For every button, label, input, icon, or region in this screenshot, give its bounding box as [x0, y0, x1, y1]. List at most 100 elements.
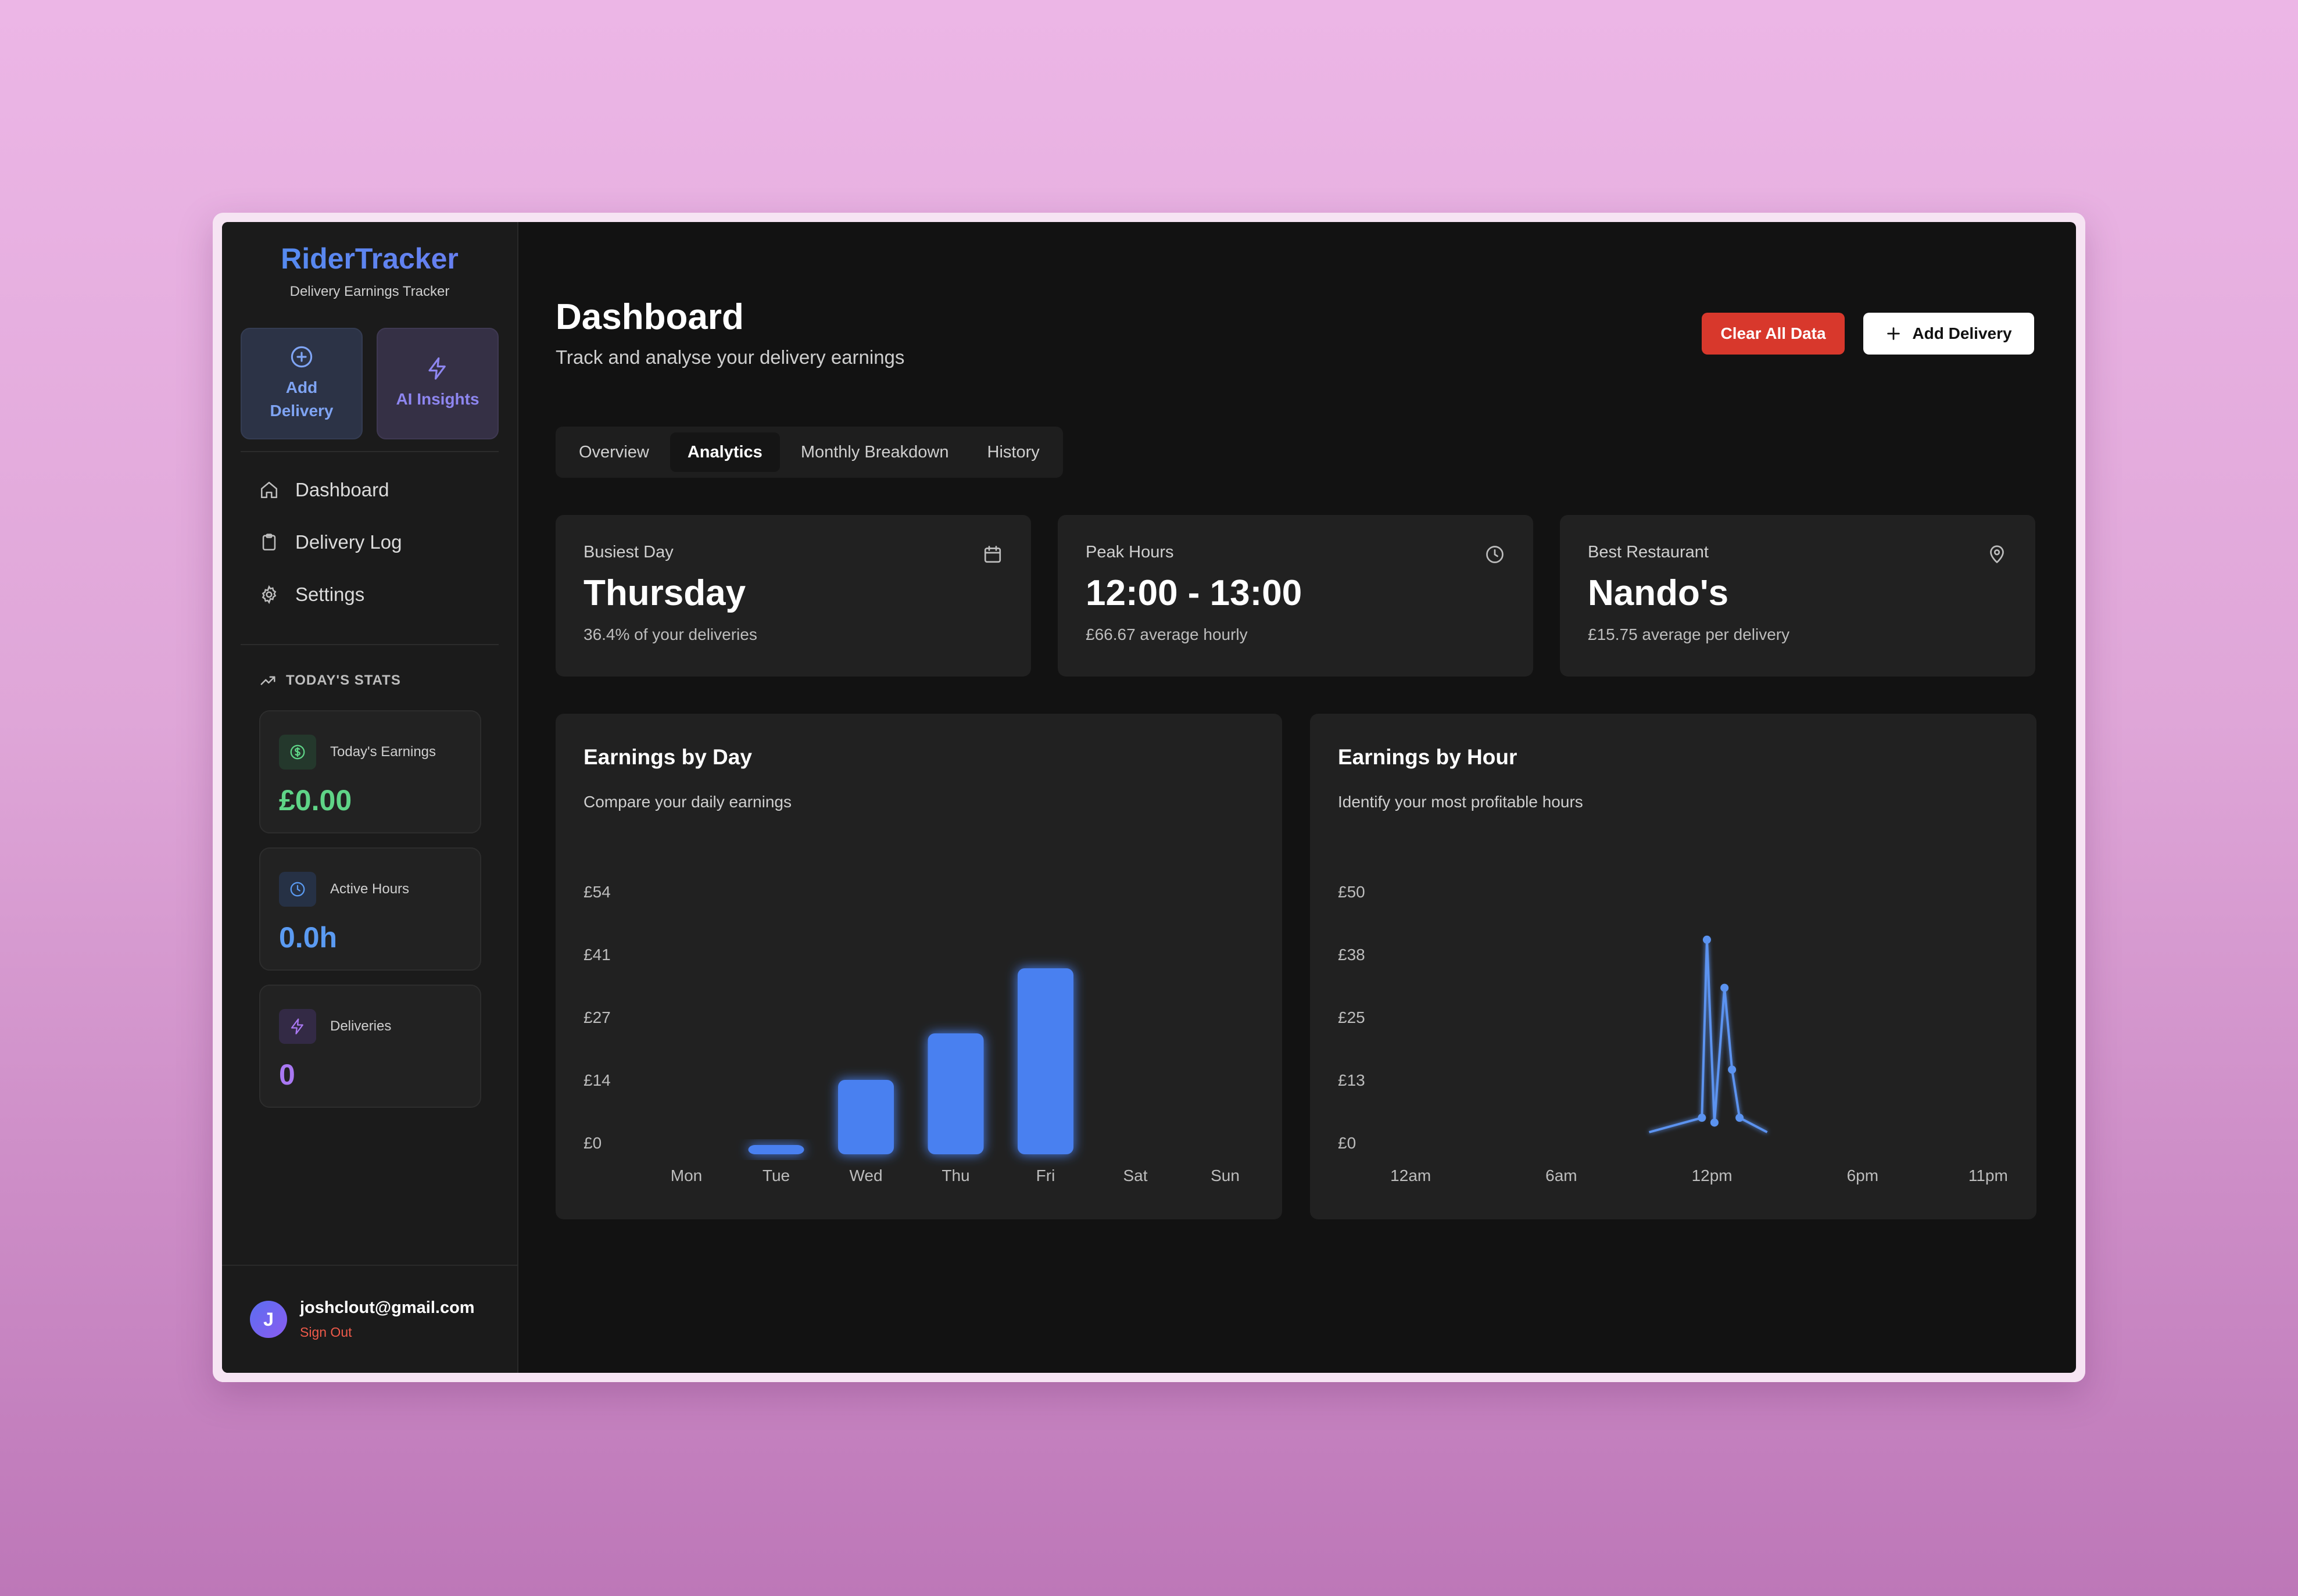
peak-hours-value: 12:00 - 13:00: [1086, 573, 1302, 613]
ai-insights-quick-label: AI Insights: [396, 390, 479, 408]
todays-stats-label: TODAY'S STATS: [286, 672, 401, 688]
lightning-icon: [279, 1009, 316, 1044]
tab-overview[interactable]: Overview: [579, 442, 649, 461]
dollar-icon: [279, 735, 316, 770]
busiest-day-label: Busiest Day: [584, 543, 674, 561]
best-restaurant-label: Best Restaurant: [1588, 543, 1709, 561]
busiest-day-value: Thursday: [584, 573, 746, 613]
plus-icon: [1887, 327, 1900, 340]
x-tick-label: Sun: [1211, 1166, 1240, 1185]
busiest-day-note: 36.4% of your deliveries: [584, 625, 757, 643]
tab-monthly-breakdown[interactable]: Monthly Breakdown: [800, 442, 949, 461]
hour-data-point[interactable]: [1702, 935, 1711, 944]
tab-history[interactable]: History: [987, 442, 1040, 461]
best-restaurant-note: £15.75 average per delivery: [1588, 625, 1790, 643]
active-hours-value: 0.0h: [279, 921, 338, 954]
x-tick-label: Tue: [763, 1166, 790, 1185]
bar-wed[interactable]: [838, 1080, 894, 1154]
calendar-icon: [984, 546, 1001, 563]
page-title: Dashboard: [556, 297, 744, 337]
y-tick-label: £38: [1338, 946, 1365, 964]
x-tick-label: 12am: [1390, 1166, 1431, 1185]
map-pin-icon: [1990, 545, 2004, 563]
add-delivery-quick-button[interactable]: Add Delivery: [241, 328, 363, 439]
x-tick-label: Thu: [942, 1166, 969, 1185]
clear-all-data-button[interactable]: Clear All Data: [1702, 313, 1845, 355]
sidebar-item-label: Delivery Log: [295, 531, 402, 553]
earnings-by-hour-subtitle: Identify your most profitable hours: [1338, 793, 1583, 811]
x-tick-label: 6am: [1545, 1166, 1577, 1185]
x-tick-label: 11pm: [1968, 1166, 2008, 1185]
bar-fri[interactable]: [1018, 968, 1073, 1154]
add-delivery-label: Add Delivery: [1912, 324, 2012, 342]
peak-hours-label: Peak Hours: [1086, 543, 1174, 561]
sidebar-item-dashboard[interactable]: Dashboard: [241, 464, 499, 516]
app: RiderTracker Delivery Earnings Tracker A…: [222, 222, 2076, 1373]
y-tick-label: £13: [1338, 1071, 1365, 1089]
x-tick-label: Sat: [1123, 1166, 1147, 1185]
deliveries-card: Deliveries 0: [259, 985, 481, 1108]
sidebar-item-label: Dashboard: [295, 479, 389, 500]
earnings-by-day-chart: £0 £14 £27 £41 £54 Mon Tue Wed Thu Fri Sat Sun: [584, 883, 1240, 1185]
hour-data-point[interactable]: [1698, 1114, 1706, 1122]
busiest-day-card: Busiest Day Thursday 36.4% of your deliv…: [556, 515, 1031, 677]
deliveries-label: Deliveries: [330, 1018, 392, 1034]
sidebar-item-delivery-log[interactable]: Delivery Log: [241, 516, 499, 568]
best-restaurant-value: Nando's: [1588, 573, 1729, 613]
quick-actions: Add Delivery AI Insights: [222, 328, 517, 439]
bar-tue[interactable]: [748, 1145, 804, 1154]
gear-icon: [262, 585, 277, 604]
y-tick-label: £54: [584, 883, 611, 901]
active-hours-card: Active Hours 0.0h: [259, 847, 481, 971]
todays-earnings-card: Today's Earnings £0.00: [259, 710, 481, 833]
plus-circle-icon: [291, 346, 313, 368]
window-frame: RiderTracker Delivery Earnings Tracker A…: [213, 213, 2085, 1382]
hour-data-point[interactable]: [1735, 1114, 1744, 1122]
x-tick-label: Fri: [1036, 1166, 1055, 1185]
add-delivery-button[interactable]: Add Delivery: [1863, 313, 2034, 355]
x-tick-label: Mon: [671, 1166, 702, 1185]
hour-data-point[interactable]: [1710, 1118, 1719, 1127]
best-restaurant-card: Best Restaurant Nando's £15.75 average p…: [1560, 515, 2035, 677]
clock-icon: [279, 872, 316, 907]
x-tick-label: 6pm: [1847, 1166, 1878, 1185]
active-hours-label: Active Hours: [330, 881, 410, 897]
brand-subtitle: Delivery Earnings Tracker: [289, 284, 450, 299]
y-tick-label: £0: [1338, 1134, 1356, 1152]
peak-hours-card: Peak Hours 12:00 - 13:00 £66.67 average …: [1058, 515, 1533, 677]
y-tick-label: £25: [1338, 1008, 1365, 1026]
tab-analytics[interactable]: Analytics: [670, 432, 780, 472]
x-tick-label: 12pm: [1692, 1166, 1733, 1185]
sidebar: RiderTracker Delivery Earnings Tracker A…: [222, 222, 518, 1373]
home-icon: [260, 481, 278, 499]
hour-series-line: [1649, 938, 1768, 1133]
hour-data-point[interactable]: [1720, 983, 1729, 992]
bar-thu[interactable]: [928, 1033, 984, 1154]
peak-hours-note: £66.67 average hourly: [1086, 625, 1248, 643]
tab-bar: Overview Analytics Monthly Breakdown His…: [556, 427, 1063, 478]
avatar[interactable]: J: [250, 1301, 287, 1338]
earnings-by-day-card: Earnings by Day Compare your daily earni…: [556, 714, 1282, 1219]
y-tick-label: £14: [584, 1071, 611, 1089]
earnings-by-day-title: Earnings by Day: [584, 745, 752, 769]
main-content: Dashboard Track and analyse your deliver…: [518, 222, 2076, 1373]
page-subtitle: Track and analyse your delivery earnings: [556, 346, 905, 368]
todays-earnings-value: £0.00: [279, 784, 352, 817]
sign-out-link[interactable]: Sign Out: [300, 1325, 352, 1340]
sidebar-item-settings[interactable]: Settings: [241, 568, 499, 621]
ai-insights-quick-button[interactable]: AI Insights: [377, 328, 499, 439]
todays-earnings-label: Today's Earnings: [330, 744, 436, 760]
hour-data-point[interactable]: [1728, 1065, 1737, 1074]
brand: RiderTracker Delivery Earnings Tracker: [222, 222, 517, 300]
y-tick-label: £41: [584, 946, 611, 964]
sidebar-nav: Dashboard Delivery Log Settings: [222, 452, 517, 621]
sidebar-divider: [241, 644, 499, 645]
sidebar-divider: [241, 451, 499, 452]
add-delivery-quick-label: Add Delivery: [270, 378, 334, 420]
clipboard-icon: [262, 534, 276, 551]
earnings-by-day-subtitle: Compare your daily earnings: [584, 793, 792, 811]
todays-stats-heading: TODAY'S STATS: [222, 645, 517, 689]
earnings-by-hour-chart: £0 £13 £25 £38 £50 12am 6am 12pm 6pm 11pm: [1338, 883, 2008, 1185]
user-panel: J joshclout@gmail.com Sign Out: [222, 1265, 517, 1373]
clock-icon: [1486, 546, 1504, 563]
